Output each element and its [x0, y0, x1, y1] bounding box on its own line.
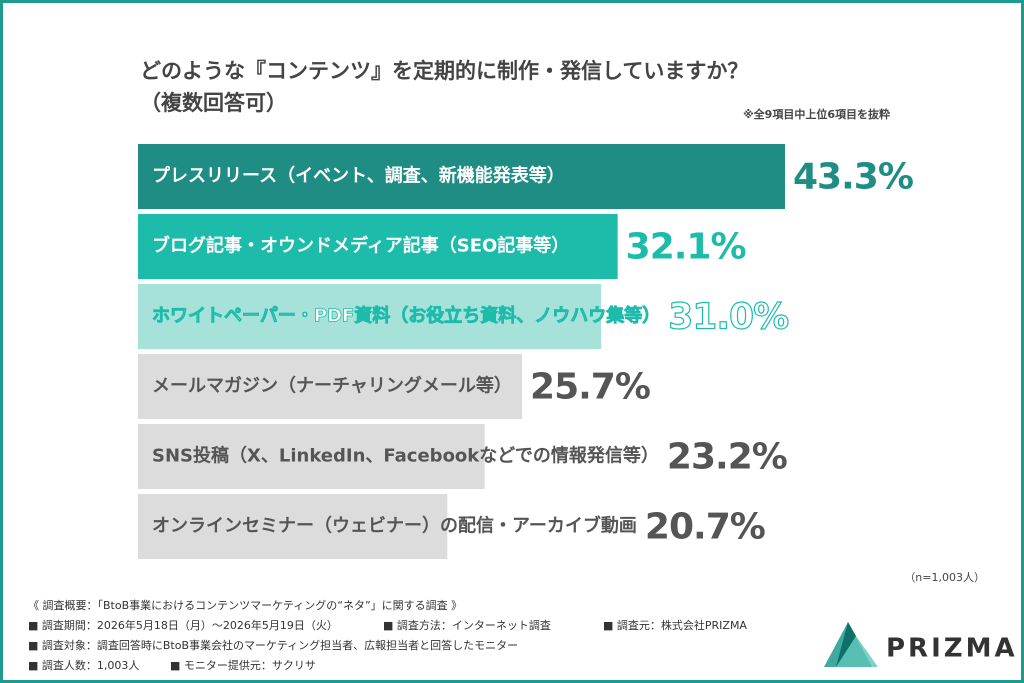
category-label: ブログ記事・オウンドメディア記事（SEO記事等） — [152, 235, 569, 257]
footer-line: ■ 調査方法：インターネット調査 — [383, 618, 551, 632]
note: ※全9項目中上位6項目を抜粋 — [743, 107, 890, 121]
bar — [138, 214, 618, 279]
bar — [138, 354, 523, 419]
sample-size: （n=1,003人） — [904, 571, 985, 584]
chart-subtitle: （複数回答可） — [140, 91, 287, 115]
bar — [138, 424, 485, 489]
value-label: 32.1% — [626, 227, 746, 268]
footer-line: 《 調査概要：「BtoB事業におけるコンテンツマーケティングの“ネタ”」に関する… — [28, 598, 462, 612]
footer-line: ■ 調査人数：1,003人 — [28, 658, 139, 672]
footer-line: ■ 調査対象：調査回答時にBtoB事業会社のマーケティング担当者、広報担当者と回… — [28, 638, 518, 652]
value-label: 31.0% — [668, 297, 788, 338]
value-label: 25.7% — [530, 367, 650, 408]
category-label: オンラインセミナー（ウェビナー）の配信・アーカイブ動画 — [152, 515, 637, 537]
category-label: プレスリリース（イベント、調査、新機能発表等） — [152, 165, 565, 187]
bar — [138, 494, 448, 559]
footer-line: ■ 調査期間：2026年5月18日（月）〜2026年5月19日（火） — [28, 618, 338, 632]
value-label: 43.3% — [793, 157, 913, 198]
bar — [138, 284, 602, 349]
category-label: メールマガジン（ナーチャリングメール等） — [152, 375, 512, 397]
logo-text: PRIZMA — [886, 634, 1018, 664]
chart-title: どのような『コンテンツ』を定期的に制作・発信していますか？ — [140, 59, 748, 83]
footer-line: ■ 調査元：株式会社PRIZMA — [603, 618, 747, 632]
logo: PRIZMA — [824, 622, 1018, 667]
bar — [138, 144, 785, 209]
value-label: 20.7% — [645, 507, 765, 548]
category-label: ホワイトペーパー・PDF資料（お役立ち資料、ノウハウ集等） — [152, 305, 660, 327]
category-label: SNS投稿（X、LinkedIn、Facebookなどでの情報発信等） — [152, 445, 659, 467]
footer-line: ■ モニター提供元：サクリサ — [170, 658, 316, 672]
value-label: 23.2% — [667, 437, 787, 478]
